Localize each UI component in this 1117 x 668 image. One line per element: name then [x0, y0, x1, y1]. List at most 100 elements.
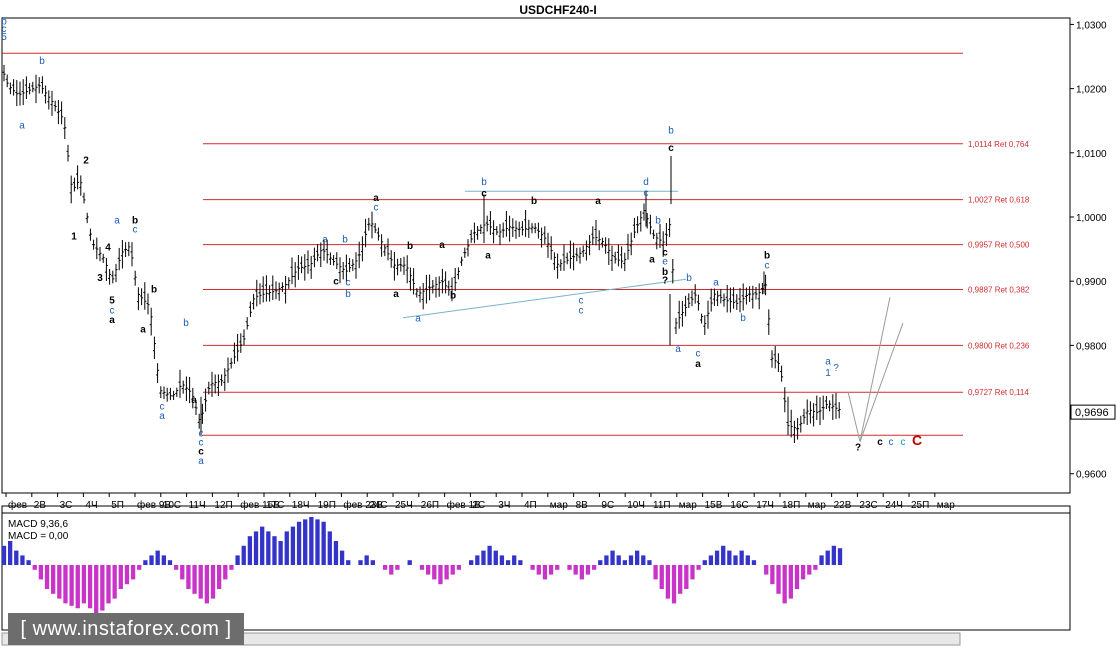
price-bar: [744, 287, 748, 305]
x-tick-label: 17С: [266, 500, 284, 511]
wave-label: a: [675, 344, 681, 355]
wave-label: b: [1, 16, 7, 27]
price-bar: [671, 258, 675, 284]
fib-level-label: 1,0114 Ret 0,764: [968, 140, 1029, 149]
price-bar: [546, 232, 550, 258]
price-bar: [476, 225, 480, 240]
wave-label: a: [322, 235, 328, 246]
price-bar: [821, 395, 825, 420]
price-bar: [527, 219, 531, 238]
price-bar: [789, 409, 793, 438]
x-tick-label: 2В: [34, 500, 47, 511]
price-bar: [591, 226, 595, 246]
price-bar: [690, 290, 694, 307]
price-bar: [332, 255, 336, 266]
price-bar: [44, 85, 48, 104]
wave-label: a: [393, 289, 399, 300]
x-tick-label: 2С: [472, 500, 485, 511]
x-tick-label: 15В: [705, 500, 723, 511]
wave-label: c: [2, 24, 7, 35]
price-bar: [600, 237, 604, 248]
price-bar: [466, 239, 470, 257]
price-bar: [255, 279, 259, 307]
x-tick-label: 3С: [60, 500, 73, 511]
price-bar: [812, 403, 816, 427]
wave-label: 5: [1, 32, 7, 43]
price-bar: [456, 267, 460, 280]
price-bar: [191, 387, 195, 409]
price-bar: [248, 301, 252, 318]
fib-level-label: 1,0027 Ret 0,618: [968, 196, 1030, 205]
x-tick-label: 25Ч: [395, 500, 413, 511]
price-bar: [562, 244, 566, 271]
price-bar: [597, 230, 601, 251]
price-bar: [511, 218, 515, 237]
wave-label: c: [889, 437, 894, 448]
price-bar: [290, 257, 294, 285]
price-bar: [98, 247, 102, 262]
price-bar: [261, 276, 265, 303]
price-bar: [684, 295, 688, 317]
price-bar: [120, 239, 124, 269]
price-bar: [34, 74, 38, 104]
wave-label: 5: [109, 296, 115, 307]
price-bar: [581, 245, 585, 258]
price-bar: [165, 387, 169, 402]
watermark: [ www.instaforex.com ]: [8, 613, 244, 645]
price-bar: [687, 293, 691, 309]
price-bar: [588, 235, 592, 256]
wave-label: c: [579, 305, 584, 316]
price-bar: [658, 223, 662, 249]
price-bar: [309, 255, 313, 279]
price-bar: [568, 240, 572, 269]
price-bar: [696, 294, 700, 311]
x-tick-label: 9С: [601, 500, 614, 511]
wave-label: a: [595, 196, 601, 207]
y-tick-label: 0,9800: [1076, 341, 1107, 352]
price-bar: [722, 293, 726, 307]
price-bar: [824, 395, 828, 410]
price-bar: [268, 285, 272, 302]
price-bar: [316, 244, 320, 262]
price-bar: [287, 277, 291, 289]
wave-label: b: [481, 177, 487, 188]
price-bar: [757, 283, 761, 310]
wave-label: a: [159, 411, 165, 422]
price-bar: [15, 80, 19, 107]
price-bar: [648, 214, 652, 235]
price-bar: [111, 270, 115, 284]
price-bar: [831, 394, 835, 421]
price-bar: [680, 301, 684, 327]
price-bar: [594, 220, 598, 246]
price-bar: [444, 271, 448, 294]
wave-label: c: [481, 188, 487, 199]
price-bar: [56, 100, 60, 125]
wave-label: c: [696, 348, 701, 359]
price-bar: [578, 247, 582, 264]
wave-label: b: [345, 289, 351, 300]
price-bar: [418, 286, 422, 303]
price-bar: [815, 395, 819, 421]
price-bar: [661, 231, 665, 257]
price-bar: [536, 222, 540, 239]
price-bar: [655, 232, 659, 250]
price-bar: [360, 236, 364, 262]
price-bar: [559, 259, 563, 271]
wave-label: b: [662, 267, 668, 278]
price-bar: [386, 238, 390, 261]
x-tick-label: 10С: [163, 500, 181, 511]
price-bar: [108, 268, 112, 285]
wave-label: a: [114, 215, 120, 226]
x-tick-label: 19П: [318, 500, 336, 511]
price-bar: [668, 218, 672, 237]
price-bar: [632, 217, 636, 238]
price-bar: [172, 390, 176, 401]
price-bar: [517, 221, 521, 237]
price-bar: [367, 217, 371, 231]
price-bar: [85, 212, 89, 224]
price-bar: [53, 100, 57, 112]
y-tick-label: 1,0200: [1076, 85, 1107, 96]
price-bar: [348, 258, 352, 273]
price-bar: [572, 242, 576, 271]
price-bar: [709, 288, 713, 312]
